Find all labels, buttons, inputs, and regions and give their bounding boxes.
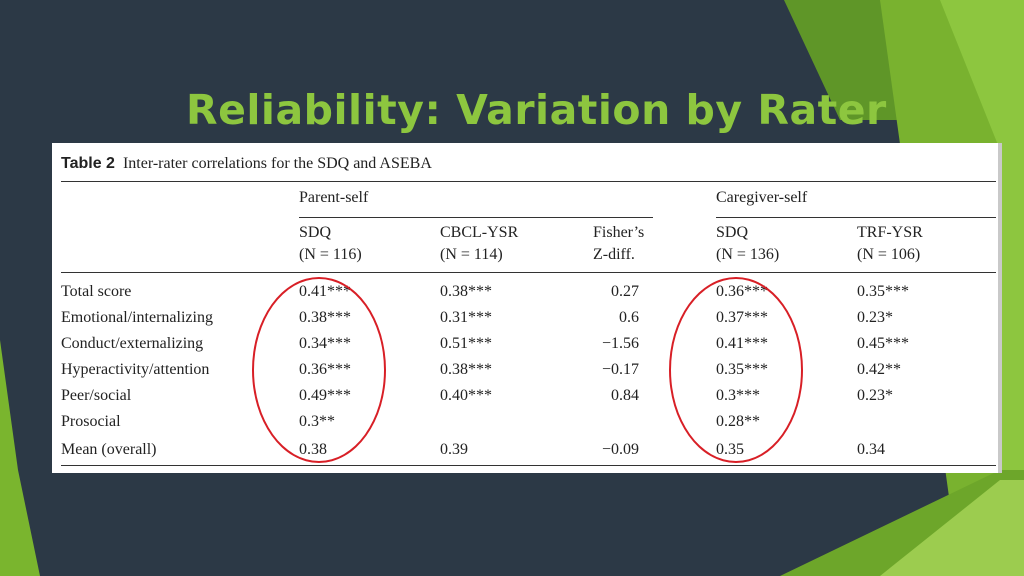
col-header-trf-ysr: TRF-YSR (N = 106) xyxy=(857,224,923,264)
header-rule xyxy=(61,272,996,273)
col-header-line2: Z-diff. xyxy=(593,246,635,263)
table-cell: 0.45*** xyxy=(857,335,909,352)
col-header-line2: (N = 136) xyxy=(716,246,780,263)
row-label: Peer/social xyxy=(61,387,132,404)
table-cell: 0.51*** xyxy=(440,335,492,352)
col-header-fishers-z: Fisher’s Z-diff. xyxy=(593,224,644,264)
table-cell: 0.27 xyxy=(611,283,639,300)
row-label: Mean (overall) xyxy=(61,441,157,458)
col-header-line1: TRF-YSR xyxy=(857,224,923,241)
table-cell: −1.56 xyxy=(601,335,639,352)
row-label: Hyperactivity/attention xyxy=(61,361,210,378)
table-cell: 0.23* xyxy=(857,387,893,404)
col-header-line2: (N = 106) xyxy=(857,246,921,263)
table-cell: 0.23* xyxy=(857,309,893,326)
col-header-line1: SDQ xyxy=(716,224,749,241)
table-cell: 0.38*** xyxy=(440,361,492,378)
highlight-circle-caregiver-sdq xyxy=(669,277,803,463)
group-rule-parent-self xyxy=(299,217,653,218)
group-header-caregiver-self: Caregiver-self xyxy=(716,189,808,206)
table-cell: 0.84 xyxy=(611,387,639,404)
table-cell: 0.35*** xyxy=(857,283,909,300)
col-header-line1: Fisher’s xyxy=(593,224,645,241)
row-label: Total score xyxy=(61,283,132,300)
group-header-parent-self: Parent-self xyxy=(299,189,369,206)
table-cell: −0.09 xyxy=(601,441,639,458)
table-cell: 0.31*** xyxy=(440,309,492,326)
col-header-line1: CBCL-YSR xyxy=(440,224,519,241)
col-header-sdq-parent: SDQ (N = 116) xyxy=(299,224,362,264)
row-label: Prosocial xyxy=(61,413,121,430)
table-cell: −0.17 xyxy=(601,361,639,378)
table-cell: 0.34 xyxy=(857,441,885,458)
top-rule xyxy=(61,181,996,182)
col-header-cbcl-ysr: CBCL-YSR (N = 114) xyxy=(440,224,518,264)
col-header-line1: SDQ xyxy=(299,224,332,241)
group-rule-caregiver-self xyxy=(716,217,996,218)
table-figure: Table 2 Inter-rater correlations for the… xyxy=(52,143,998,473)
table-caption: Table 2 Inter-rater correlations for the… xyxy=(61,155,432,173)
bottom-rule xyxy=(61,465,996,466)
table-cell: 0.40*** xyxy=(440,387,492,404)
col-header-line2: (N = 116) xyxy=(299,246,362,263)
col-header-line2: (N = 114) xyxy=(440,246,503,263)
row-label: Conduct/externalizing xyxy=(61,335,204,352)
table-cell: 0.42** xyxy=(857,361,901,378)
green-accent-left-edge xyxy=(0,340,40,576)
highlight-circle-parent-sdq xyxy=(252,277,386,463)
table-caption-text: Inter-rater correlations for the SDQ and… xyxy=(122,155,432,172)
row-label: Emotional/internalizing xyxy=(61,309,213,326)
col-header-sdq-caregiver: SDQ (N = 136) xyxy=(716,224,779,264)
table-caption-label: Table 2 xyxy=(61,155,115,172)
table-cell: 0.38*** xyxy=(440,283,492,300)
slide-title: Reliability: Variation by Rater xyxy=(186,86,887,134)
table-cell: 0.39 xyxy=(440,441,468,458)
table-cell: 0.6 xyxy=(619,309,639,326)
green-accent-bottom-light xyxy=(880,480,1024,576)
